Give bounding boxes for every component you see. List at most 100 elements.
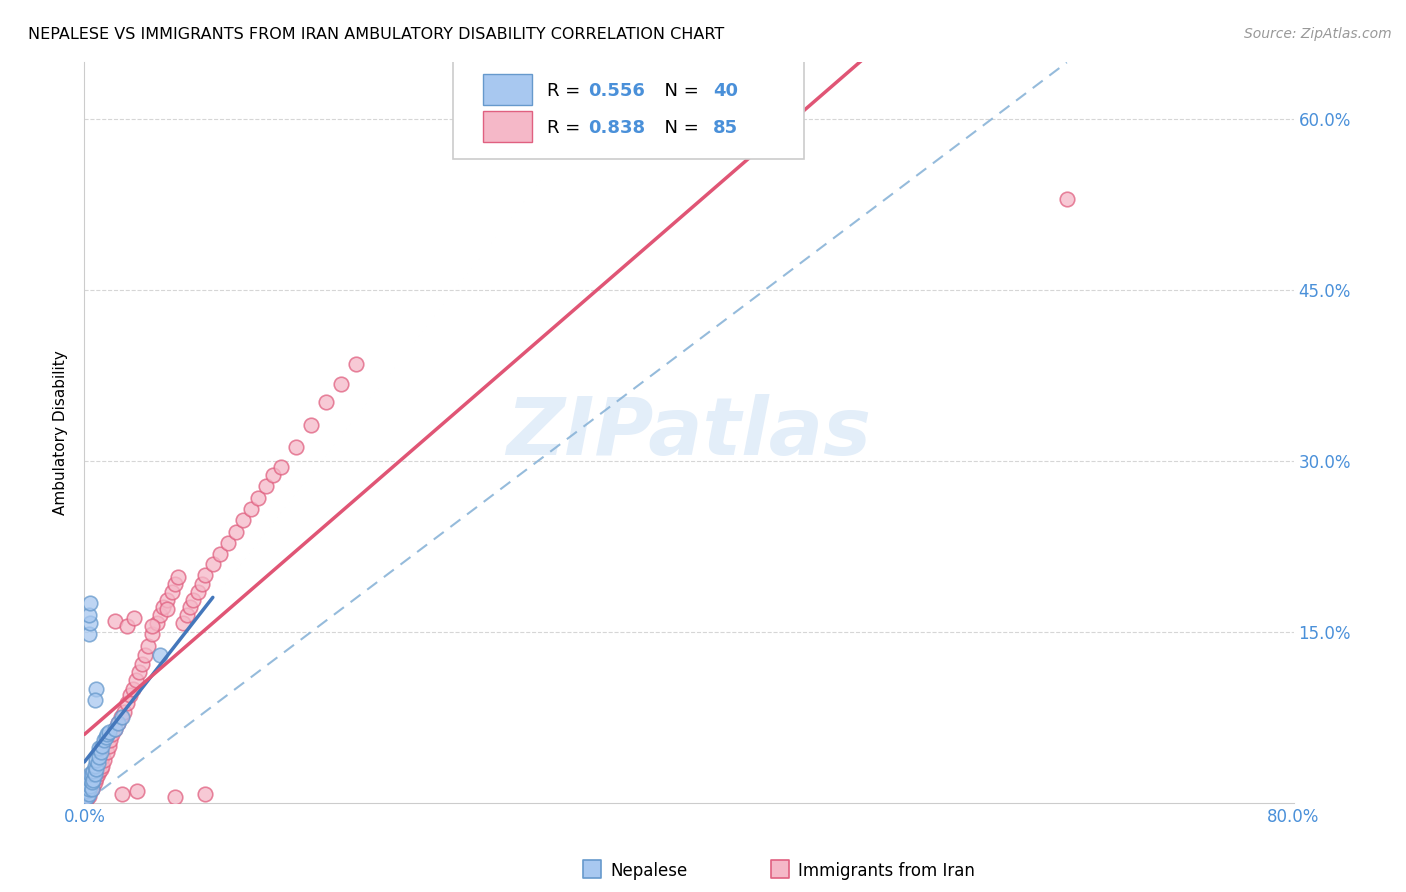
Point	[179, 599, 201, 614]
FancyBboxPatch shape	[484, 112, 531, 143]
Point	[84, 775, 107, 789]
Point	[86, 771, 108, 785]
Point	[87, 759, 110, 773]
Point	[194, 787, 217, 801]
Point	[156, 593, 179, 607]
Point	[97, 739, 120, 753]
Point	[104, 722, 127, 736]
Point	[146, 615, 169, 630]
Point	[121, 681, 143, 696]
Point	[156, 602, 179, 616]
Point	[104, 614, 127, 628]
FancyBboxPatch shape	[484, 74, 531, 105]
Point	[82, 771, 104, 785]
Point	[77, 775, 100, 789]
Point	[118, 688, 141, 702]
Y-axis label: Ambulatory Disability: Ambulatory Disability	[52, 351, 67, 515]
Point	[79, 784, 101, 798]
Point	[1056, 192, 1078, 206]
Point	[84, 759, 107, 773]
Point	[79, 772, 101, 787]
Point	[82, 764, 104, 778]
Text: N =: N =	[652, 119, 704, 136]
Point	[86, 681, 108, 696]
Point	[84, 767, 107, 781]
Point	[107, 716, 129, 731]
Text: Nepalese: Nepalese	[610, 862, 688, 880]
Point	[346, 357, 368, 371]
Point	[86, 762, 108, 776]
Point	[98, 733, 121, 747]
Point	[77, 782, 100, 797]
Point	[79, 779, 101, 793]
Point	[75, 787, 97, 801]
FancyBboxPatch shape	[453, 59, 804, 159]
Point	[90, 762, 112, 776]
Point	[76, 782, 98, 797]
Point	[79, 772, 101, 787]
Point	[76, 779, 98, 793]
Point	[136, 639, 159, 653]
Point	[76, 791, 98, 805]
Text: ZIPatlas: ZIPatlas	[506, 393, 872, 472]
Point	[80, 782, 103, 797]
Point	[270, 459, 292, 474]
Point	[84, 693, 107, 707]
Point	[187, 585, 209, 599]
Point	[125, 673, 148, 687]
Point	[91, 750, 114, 764]
Point	[93, 733, 115, 747]
Point	[80, 775, 103, 789]
Point	[194, 568, 217, 582]
Point	[330, 376, 353, 391]
Point	[131, 657, 153, 671]
Point	[285, 441, 308, 455]
Point	[77, 787, 100, 801]
Point	[110, 710, 132, 724]
Point	[247, 491, 270, 505]
Point	[80, 782, 103, 797]
Point	[76, 784, 98, 798]
Text: Source: ZipAtlas.com: Source: ZipAtlas.com	[1244, 27, 1392, 41]
Point	[77, 771, 100, 785]
Point	[122, 611, 145, 625]
Point	[77, 789, 100, 803]
Point	[77, 627, 100, 641]
Text: 0.556: 0.556	[589, 81, 645, 100]
Point	[77, 779, 100, 793]
Point	[115, 696, 138, 710]
Point	[75, 789, 97, 803]
Point	[87, 756, 110, 770]
Point	[209, 548, 232, 562]
Point	[315, 395, 337, 409]
Point	[79, 597, 101, 611]
Point	[262, 467, 284, 482]
Point	[87, 767, 110, 781]
Point	[176, 607, 198, 622]
Point	[80, 767, 103, 781]
Point	[127, 784, 149, 798]
Point	[254, 479, 277, 493]
Point	[191, 577, 214, 591]
Point	[86, 752, 108, 766]
Point	[299, 417, 322, 432]
Point	[141, 627, 163, 641]
Point	[152, 599, 174, 614]
Point	[89, 764, 111, 778]
Point	[94, 730, 117, 744]
Point	[93, 752, 115, 766]
Point	[76, 790, 98, 805]
Text: NEPALESE VS IMMIGRANTS FROM IRAN AMBULATORY DISABILITY CORRELATION CHART: NEPALESE VS IMMIGRANTS FROM IRAN AMBULAT…	[28, 27, 724, 42]
Point	[89, 756, 111, 770]
Point	[79, 615, 101, 630]
Point	[96, 745, 118, 759]
Text: R =: R =	[547, 119, 586, 136]
Point	[75, 792, 97, 806]
Point	[181, 593, 204, 607]
Point	[172, 615, 194, 630]
Point	[89, 750, 111, 764]
Point	[76, 787, 98, 801]
Point	[90, 752, 112, 766]
Point	[232, 513, 254, 527]
Point	[160, 585, 183, 599]
